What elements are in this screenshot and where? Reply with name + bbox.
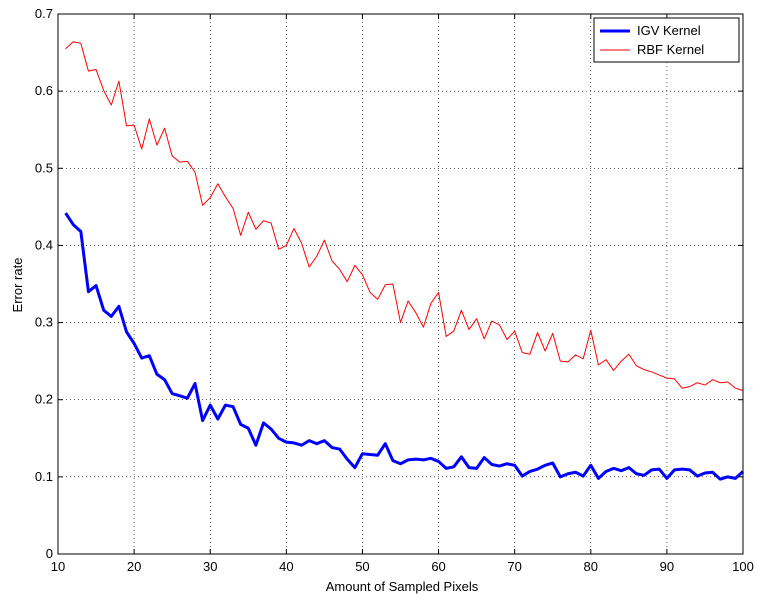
y-axis-label: Error rate: [10, 258, 25, 313]
y-tick-label: 0: [46, 546, 53, 561]
x-axis-label: Amount of Sampled Pixels: [326, 579, 479, 594]
x-tick-label: 30: [203, 559, 217, 574]
y-tick-label: 0.1: [35, 469, 53, 484]
y-tick-label: 0.2: [35, 392, 53, 407]
rbf-kernel-series-line: [65, 41, 744, 391]
x-tick-label: 60: [431, 559, 445, 574]
x-tick-label: 100: [732, 559, 754, 574]
y-tick-label: 0.7: [35, 6, 53, 21]
x-tick-label: 50: [355, 559, 369, 574]
legend-label-rbf: RBF Kernel: [637, 42, 704, 57]
x-tick-label: 10: [51, 559, 65, 574]
legend: IGV Kernel RBF Kernel: [593, 17, 740, 63]
x-tick-label: 70: [507, 559, 521, 574]
plot-frame: [57, 13, 744, 555]
y-tick-label: 0.4: [35, 237, 53, 252]
x-tick-label: 20: [127, 559, 141, 574]
legend-box: [593, 17, 740, 63]
axis-ticks: 0 0.1 0.2 0.3 0.4 0.5 0.6 0.7 10 20 30 40 50 60 70 80 90…: [35, 6, 754, 574]
y-tick-label: 0.5: [35, 160, 53, 175]
plot-series: [64, 41, 745, 481]
y-tick-label: 0.3: [35, 315, 53, 330]
y-tick-label: 0.6: [35, 83, 53, 98]
x-tick-label: 80: [584, 559, 598, 574]
x-tick-label: 90: [660, 559, 674, 574]
igv-kernel-series-line: [64, 212, 745, 481]
legend-label-igv: IGV Kernel: [637, 23, 701, 38]
x-tick-label: 40: [279, 559, 293, 574]
